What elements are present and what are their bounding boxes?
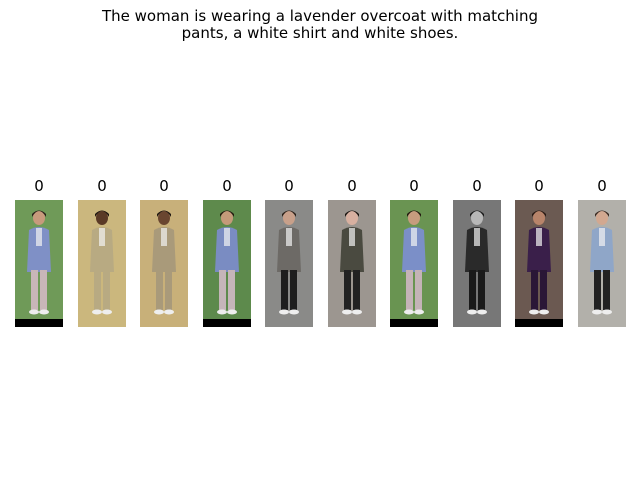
result-thumbnail [453, 200, 501, 327]
result-thumbnail [265, 200, 313, 327]
result-thumbnail [78, 200, 126, 327]
result-label: 0 [159, 177, 169, 195]
result-label: 0 [222, 177, 232, 195]
query-caption: The woman is wearing a lavender overcoat… [0, 8, 640, 42]
result-label: 0 [34, 177, 44, 195]
result-label: 0 [534, 177, 544, 195]
result-label: 0 [597, 177, 607, 195]
result-thumbnail [328, 200, 376, 327]
result-label: 0 [97, 177, 107, 195]
result-label: 0 [472, 177, 482, 195]
query-caption-line-2: pants, a white shirt and white shoes. [181, 24, 459, 42]
result-thumbnail [140, 200, 188, 327]
result-label: 0 [409, 177, 419, 195]
result-thumbnail [515, 200, 563, 327]
result-label: 0 [347, 177, 357, 195]
result-thumbnail [203, 200, 251, 327]
result-thumbnail [578, 200, 626, 327]
query-caption-line-1: The woman is wearing a lavender overcoat… [102, 7, 538, 25]
result-label: 0 [284, 177, 294, 195]
result-thumbnail [15, 200, 63, 327]
result-thumbnail [390, 200, 438, 327]
